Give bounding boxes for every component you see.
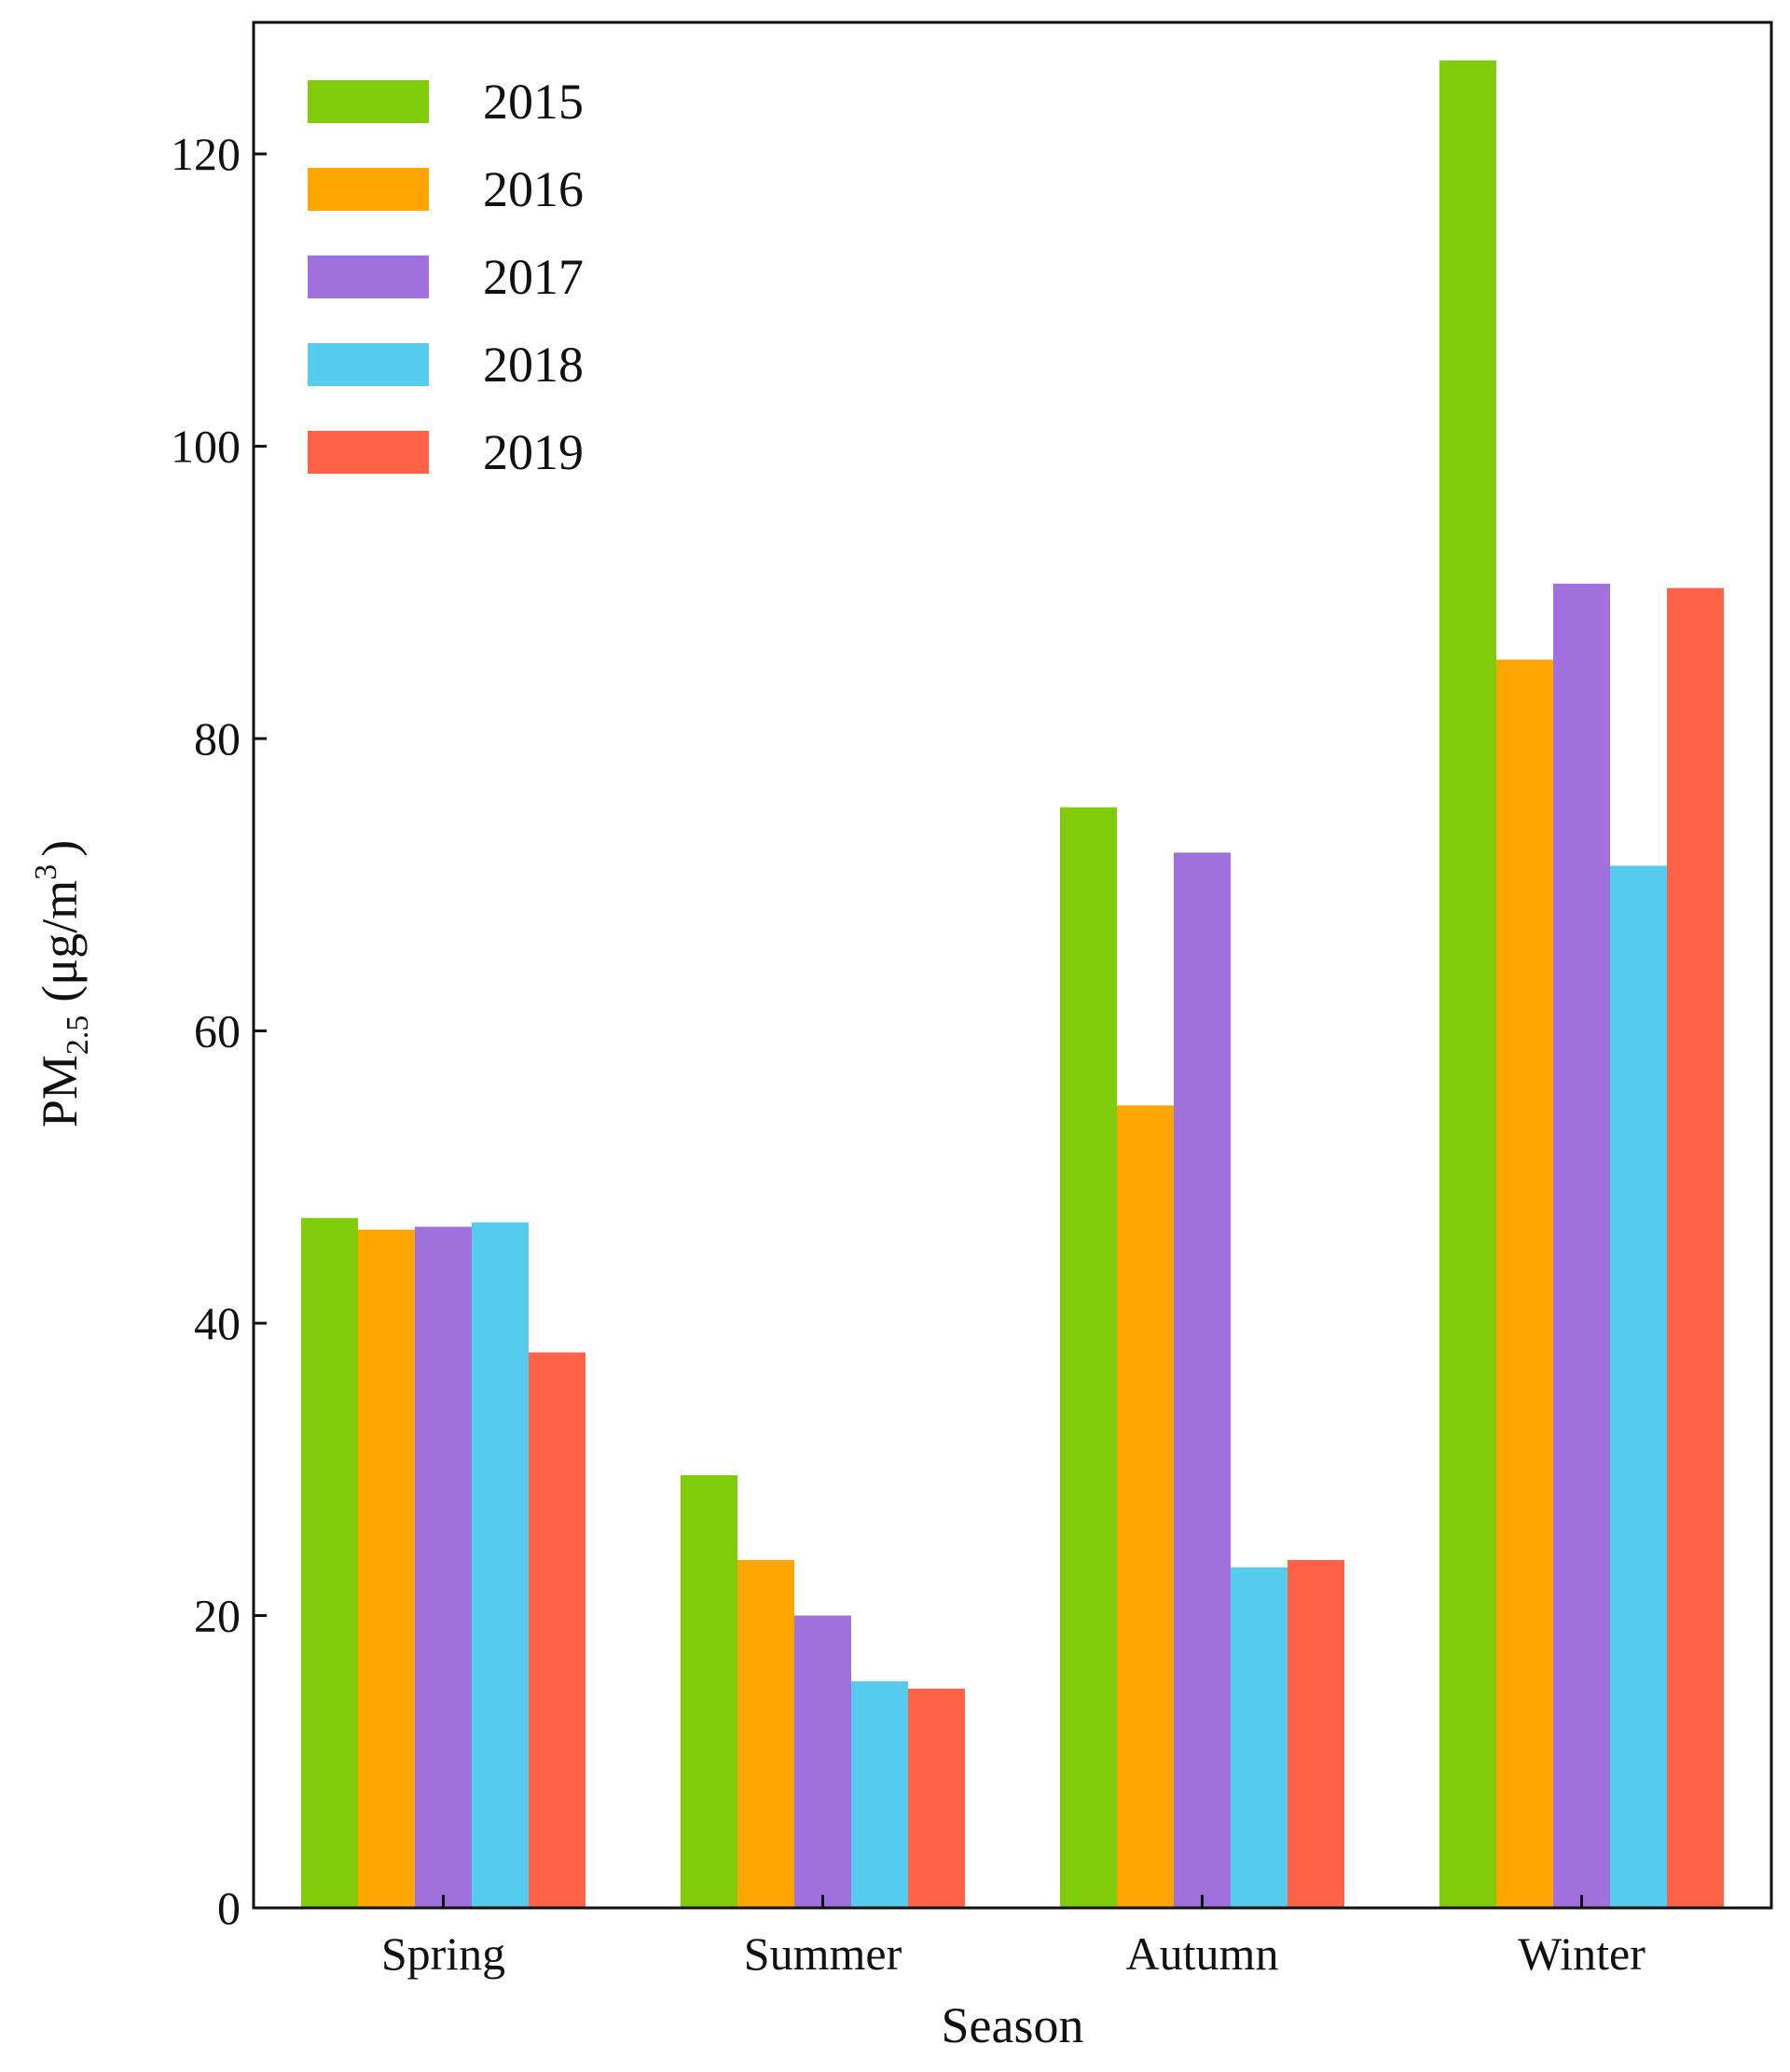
- bar-spring-2019: [529, 1352, 585, 1908]
- bar-winter-2016: [1496, 659, 1553, 1908]
- y-tick-label: 20: [194, 1590, 241, 1642]
- bar-spring-2018: [472, 1222, 529, 1908]
- x-axis: Spring Summer Autumn Winter: [381, 1895, 1645, 1980]
- x-tick-label-winter: Winter: [1518, 1927, 1645, 1980]
- y-axis: 0 20 40 60 80 100 120: [171, 128, 267, 1934]
- legend-swatch-2018: [308, 343, 429, 386]
- x-tick-label-summer: Summer: [744, 1927, 902, 1980]
- legend-swatch-2016: [308, 168, 429, 211]
- y-axis-title-unit: (μg/m: [32, 880, 88, 1002]
- bar-summer-2019: [908, 1688, 965, 1908]
- bar-summer-2015: [681, 1475, 737, 1908]
- legend-label-2015: 2015: [483, 74, 584, 130]
- legend-label-2017: 2017: [483, 249, 584, 305]
- bar-autumn-2015: [1060, 807, 1117, 1908]
- legend: 2015 2016 2017 2018 2019: [308, 74, 584, 480]
- y-tick-label: 60: [194, 1005, 241, 1057]
- y-axis-title-unit-close: ): [32, 840, 88, 857]
- bar-winter-2015: [1439, 60, 1496, 1908]
- bar-winter-2017: [1553, 583, 1610, 1908]
- bar-spring-2017: [415, 1226, 472, 1908]
- bar-spring-2015: [301, 1218, 358, 1908]
- bar-autumn-2016: [1117, 1105, 1174, 1908]
- bar-autumn-2017: [1174, 852, 1231, 1908]
- legend-label-2018: 2018: [483, 337, 584, 393]
- x-tick-label-spring: Spring: [381, 1927, 505, 1980]
- bar-summer-2018: [851, 1681, 908, 1908]
- bars-group: [301, 60, 1724, 1908]
- bar-autumn-2018: [1231, 1567, 1287, 1908]
- y-axis-title: PM2.5 (μg/m3): [29, 840, 95, 1127]
- bar-spring-2016: [358, 1229, 415, 1908]
- legend-swatch-2017: [308, 256, 429, 298]
- legend-swatch-2015: [308, 80, 429, 123]
- y-tick-label: 80: [194, 712, 241, 765]
- legend-swatch-2019: [308, 431, 429, 474]
- plot-frame: [252, 21, 1773, 1910]
- bar-summer-2017: [794, 1615, 851, 1908]
- x-tick-label-autumn: Autumn: [1126, 1927, 1279, 1980]
- y-tick-label: 0: [217, 1882, 241, 1934]
- y-axis-title-subscript: 2.5: [61, 1015, 95, 1056]
- y-tick-label: 120: [171, 128, 241, 180]
- legend-label-2019: 2019: [483, 424, 584, 480]
- bar-winter-2019: [1667, 587, 1724, 1908]
- y-tick-label: 100: [171, 421, 241, 473]
- bar-summer-2016: [737, 1559, 794, 1908]
- bar-autumn-2019: [1287, 1559, 1344, 1908]
- x-axis-title: Season: [942, 1997, 1084, 2053]
- y-axis-title-main: PM: [32, 1055, 88, 1127]
- y-tick-label: 40: [194, 1297, 241, 1349]
- legend-label-2016: 2016: [483, 161, 584, 217]
- bar-winter-2018: [1610, 865, 1667, 1908]
- y-axis-title-superscript: 3: [29, 864, 63, 880]
